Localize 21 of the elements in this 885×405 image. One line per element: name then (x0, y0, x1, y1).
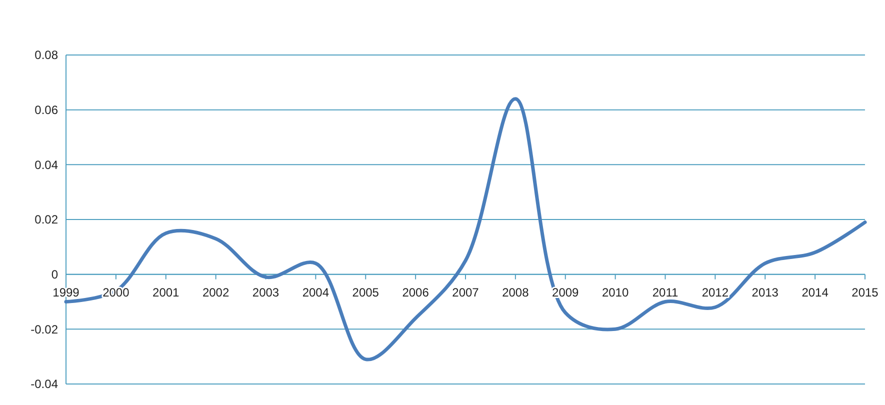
x-tick-label: 2010 (602, 285, 629, 300)
x-tick-label: 2013 (752, 285, 779, 300)
x-tick-label: 2004 (302, 285, 330, 300)
x-tick-label: 2014 (802, 285, 829, 300)
y-tick-label: -0.04 (30, 377, 58, 392)
x-tick-label: 2005 (352, 285, 380, 300)
y-tick-label: 0.06 (34, 103, 58, 118)
y-tick-label: 0.08 (34, 48, 58, 62)
y-tick-label: 0.02 (34, 212, 58, 227)
x-tick-label: 2007 (452, 285, 480, 300)
x-tick-label: 2008 (502, 285, 530, 300)
y-tick-label: 0 (51, 268, 58, 282)
x-tick-label: 2001 (152, 285, 180, 300)
x-tick-label: 2012 (702, 285, 729, 300)
y-tick-label: 0.04 (34, 158, 58, 172)
x-tick-label: 2003 (252, 285, 280, 300)
x-tick-label: 2011 (652, 285, 678, 300)
x-tick-label: 2002 (202, 285, 230, 300)
x-tick-label: 2006 (402, 285, 430, 300)
y-tick-label: -0.02 (30, 322, 58, 336)
x-tick-label: 2015 (852, 285, 879, 300)
